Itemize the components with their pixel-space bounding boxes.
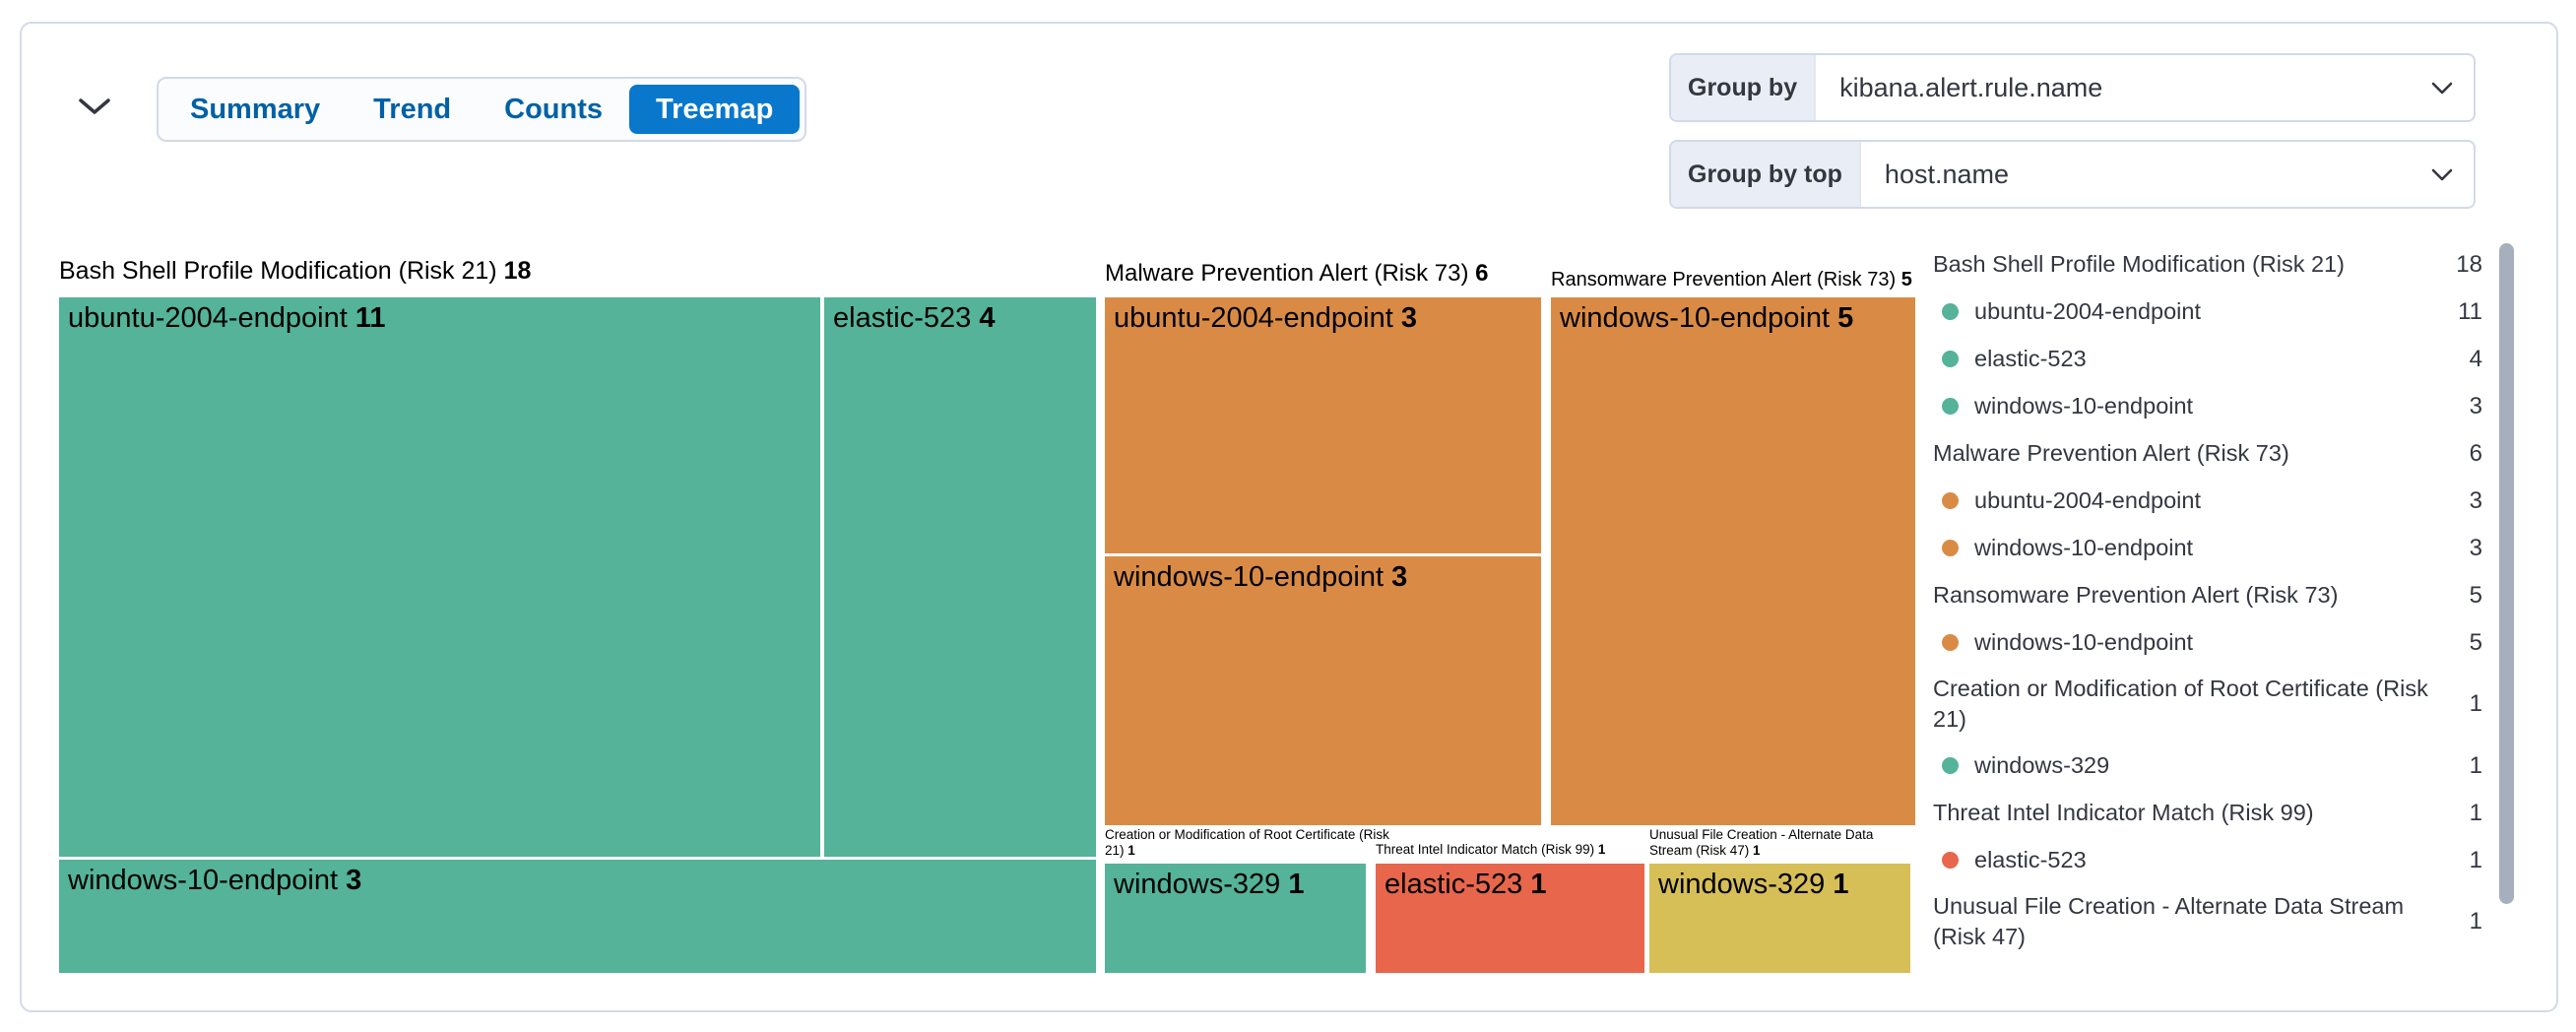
- legend-group-label[interactable]: Ransomware Prevention Alert (Risk 73) 5: [1933, 579, 2482, 612]
- green-dot-icon: [1942, 398, 1959, 415]
- orange-dot-icon: [1942, 492, 1959, 509]
- treemap-tile-ubuntu-2004-endpoint[interactable]: ubuntu-2004-endpoint 11: [59, 297, 820, 857]
- treemap-group-header: Threat Intel Indicator Match (Risk 99) 1: [1376, 842, 1606, 857]
- legend-item[interactable]: ubuntu-2004-endpoint 3: [1933, 484, 2482, 517]
- chevron-down-icon: [2430, 142, 2474, 207]
- legend-item[interactable]: windows-10-endpoint 5: [1933, 626, 2482, 659]
- orange-dot-icon: [1942, 540, 1959, 556]
- treemap-tile-ubuntu-2004-endpoint[interactable]: ubuntu-2004-endpoint 3: [1105, 297, 1541, 553]
- legend-label: windows-329: [1974, 752, 2110, 778]
- legend-count: 3: [2469, 392, 2482, 419]
- treemap-group-header: Unusual File Creation - Alternate Data S…: [1649, 827, 1874, 859]
- group-by-value: kibana.alert.rule.name: [1839, 72, 2103, 102]
- legend-scrollbar-thumb[interactable]: [2499, 243, 2514, 904]
- legend-label: Malware Prevention Alert (Risk 73): [1933, 440, 2289, 466]
- orange-dot-icon: [1942, 634, 1959, 651]
- treemap-legend: Bash Shell Profile Modification (Risk 21…: [1933, 248, 2482, 967]
- treemap-tile-elastic-523[interactable]: elastic-523 1: [1376, 864, 1644, 973]
- tab-summary[interactable]: Summary: [163, 85, 347, 134]
- legend-count: 5: [2469, 581, 2482, 609]
- legend-count: 1: [2469, 751, 2482, 779]
- tab-counts[interactable]: Counts: [478, 85, 629, 134]
- legend-count: 11: [2458, 297, 2482, 325]
- legend-label: ubuntu-2004-endpoint: [1974, 298, 2201, 324]
- treemap-group-header: Malware Prevention Alert (Risk 73) 6: [1105, 260, 1489, 287]
- legend-label: Creation or Modification of Root Certifi…: [1933, 676, 2428, 732]
- legend-label: windows-10-endpoint: [1974, 629, 2194, 655]
- legend-label: Ransomware Prevention Alert (Risk 73): [1933, 582, 2339, 608]
- view-selector-button-group: Summary Trend Counts Treemap: [157, 77, 807, 142]
- legend-count: 1: [2469, 908, 2482, 935]
- legend-group-label[interactable]: Threat Intel Indicator Match (Risk 99) 1: [1933, 797, 2482, 829]
- group-by-top-select[interactable]: Group by top host.name: [1669, 140, 2476, 209]
- red-dot-icon: [1942, 852, 1959, 869]
- treemap-tile-windows-329[interactable]: windows-329 1: [1105, 864, 1366, 973]
- green-dot-icon: [1942, 303, 1959, 320]
- treemap-tile-windows-10-endpoint[interactable]: windows-10-endpoint 3: [59, 860, 1096, 973]
- treemap-tile-windows-10-endpoint[interactable]: windows-10-endpoint 5: [1551, 297, 1915, 825]
- legend-count: 3: [2469, 486, 2482, 514]
- group-by-top-label: Group by top: [1671, 142, 1861, 207]
- tab-treemap[interactable]: Treemap: [629, 85, 801, 134]
- legend-count: 1: [2469, 846, 2482, 873]
- treemap-tile-windows-10-endpoint[interactable]: windows-10-endpoint 3: [1105, 556, 1541, 825]
- chevron-down-icon: [2430, 55, 2474, 120]
- legend-item[interactable]: elastic-523 4: [1933, 343, 2482, 375]
- treemap-group-header: Creation or Modification of Root Certifi…: [1105, 827, 1389, 859]
- legend-label: Unusual File Creation - Alternate Data S…: [1933, 893, 2405, 949]
- legend-count: 3: [2469, 534, 2482, 561]
- legend-label: Bash Shell Profile Modification (Risk 21…: [1933, 251, 2345, 277]
- collapse-section-button[interactable]: [73, 89, 116, 126]
- legend-label: windows-10-endpoint: [1974, 535, 2194, 560]
- tab-trend[interactable]: Trend: [347, 85, 478, 134]
- legend-label: elastic-523: [1974, 847, 2087, 872]
- legend-group-label[interactable]: Unusual File Creation - Alternate Data S…: [1933, 891, 2482, 952]
- legend-count: 5: [2469, 628, 2482, 656]
- legend-item[interactable]: elastic-523 1: [1933, 844, 2482, 876]
- treemap-tile-windows-329[interactable]: windows-329 1: [1649, 864, 1910, 973]
- group-by-label: Group by: [1671, 55, 1817, 120]
- green-dot-icon: [1942, 351, 1959, 367]
- treemap-group-header: Ransomware Prevention Alert (Risk 73) 5: [1551, 269, 1912, 290]
- legend-count: 6: [2469, 439, 2482, 467]
- legend-count: 18: [2456, 250, 2482, 278]
- legend-label: Threat Intel Indicator Match (Risk 99): [1933, 800, 2314, 825]
- legend-group-label[interactable]: Malware Prevention Alert (Risk 73) 6: [1933, 437, 2482, 470]
- legend-label: windows-10-endpoint: [1974, 393, 2194, 419]
- treemap-group-header: Bash Shell Profile Modification (Risk 21…: [59, 257, 532, 285]
- green-dot-icon: [1942, 757, 1959, 774]
- legend-item[interactable]: ubuntu-2004-endpoint 11: [1933, 295, 2482, 328]
- legend-item[interactable]: windows-10-endpoint 3: [1933, 532, 2482, 564]
- legend-label: elastic-523: [1974, 346, 2087, 371]
- legend-item[interactable]: windows-10-endpoint 3: [1933, 390, 2482, 422]
- legend-label: ubuntu-2004-endpoint: [1974, 487, 2201, 513]
- legend-item[interactable]: windows-329 1: [1933, 749, 2482, 782]
- legend-group-label[interactable]: Creation or Modification of Root Certifi…: [1933, 674, 2482, 735]
- legend-count: 1: [2469, 799, 2482, 826]
- legend-group-label[interactable]: Bash Shell Profile Modification (Risk 21…: [1933, 248, 2482, 281]
- group-by-select[interactable]: Group by kibana.alert.rule.name: [1669, 53, 2476, 122]
- group-by-top-value: host.name: [1884, 159, 2009, 189]
- legend-count: 4: [2469, 345, 2482, 372]
- legend-count: 1: [2469, 690, 2482, 717]
- chevron-down-icon: [77, 96, 112, 120]
- treemap-tile-elastic-523[interactable]: elastic-523 4: [824, 297, 1096, 857]
